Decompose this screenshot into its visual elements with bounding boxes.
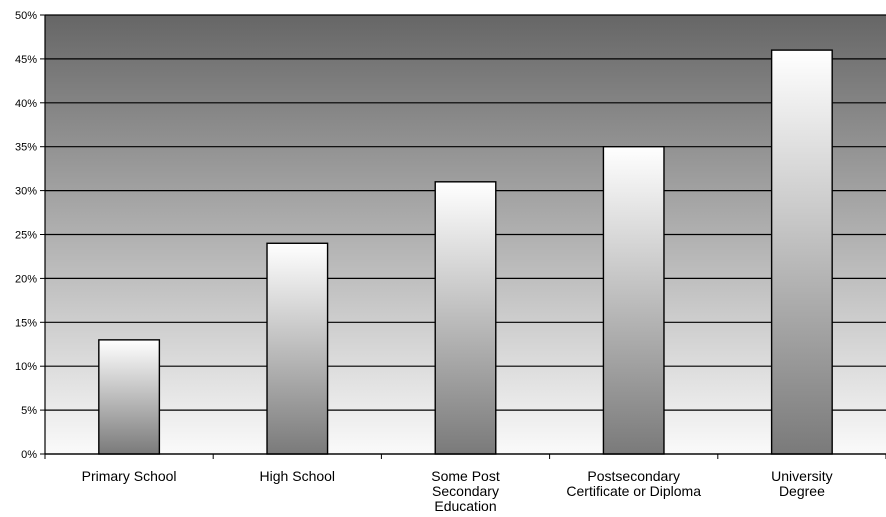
x-tick-label: Primary School — [82, 468, 177, 484]
bar — [770, 49, 833, 455]
bars — [98, 49, 833, 455]
x-tick-label: University Degree — [771, 468, 832, 499]
y-tick-label: 30% — [15, 186, 37, 198]
bar — [434, 181, 497, 455]
y-tick-label: 20% — [15, 273, 37, 285]
bar — [602, 145, 665, 455]
y-tick-label: 40% — [15, 98, 37, 110]
y-tick-label: 45% — [15, 54, 37, 66]
x-axis: Primary School High School Some Post Second… — [44, 453, 886, 514]
bar — [266, 242, 329, 455]
x-tick-label: Some Post Secondary Education — [431, 468, 500, 514]
y-tick-label: 15% — [15, 317, 37, 329]
y-tick-label: 25% — [15, 230, 37, 242]
y-tick-label: 0% — [21, 449, 37, 461]
y-tick-label: 35% — [15, 142, 37, 154]
bar — [98, 339, 161, 455]
y-axis: 0% 5% 10% 15% 20% 25% 30% 35% 40% 45% 50% — [15, 10, 46, 461]
y-tick-label: 10% — [15, 361, 37, 373]
y-tick-label: 5% — [21, 405, 37, 417]
x-tick-label: High School — [260, 468, 336, 484]
x-tick-label: Postsecondary Certificate or Diploma — [566, 468, 701, 499]
y-tick-label: 50% — [15, 10, 37, 22]
